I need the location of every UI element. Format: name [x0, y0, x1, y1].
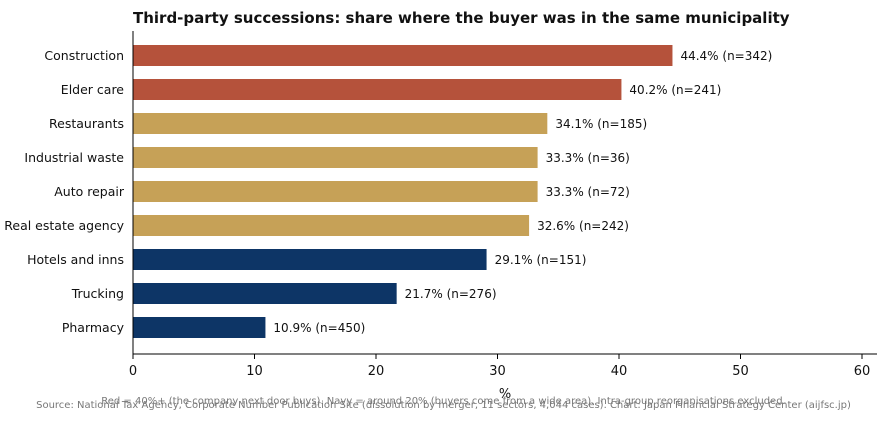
value-label-2: 34.1% (n=185)	[555, 117, 647, 131]
value-labels: 44.4% (n=342) 40.2% (n=241) 34.1% (n=185) 3…	[273, 49, 772, 335]
value-label-4: 33.3% (n=72)	[546, 185, 630, 199]
x-tick-label-3: 30	[489, 364, 506, 379]
x-tick-label-4: 40	[611, 364, 628, 379]
chart-note: Red = 40%+ (the company next door buys).…	[101, 396, 786, 407]
bar-0	[133, 45, 673, 66]
category-label-2: Restaurants	[49, 116, 124, 131]
value-label-7: 21.7% (n=276)	[405, 287, 497, 301]
category-label-5: Real estate agency	[4, 218, 124, 233]
bar-1	[133, 79, 622, 100]
category-label-1: Elder care	[61, 82, 125, 97]
category-labels: Construction Elder care Restaurants Industr…	[4, 48, 125, 335]
bar-6	[133, 249, 487, 270]
bars	[133, 45, 673, 338]
x-axis-label: %	[499, 387, 511, 402]
bar-4	[133, 181, 538, 202]
bar-2	[133, 113, 548, 134]
chart-source: Source: National Tax Agency, Corporate N…	[36, 400, 851, 411]
chart-title: Third-party successions: share where the…	[133, 9, 790, 27]
category-label-6: Hotels and inns	[27, 252, 124, 267]
bar-3	[133, 147, 538, 168]
x-tick-label-0: 0	[129, 364, 137, 379]
bar-8	[133, 317, 266, 338]
x-tick-label-1: 10	[246, 364, 263, 379]
value-label-1: 40.2% (n=241)	[629, 83, 721, 97]
value-label-6: 29.1% (n=151)	[495, 253, 587, 267]
bar-5	[133, 215, 530, 236]
x-tick-label-5: 50	[732, 364, 749, 379]
x-axis-ticks: 0 10 20 30 40 50 60	[129, 354, 870, 379]
category-label-0: Construction	[44, 48, 124, 63]
x-tick-label-6: 60	[854, 364, 871, 379]
value-label-3: 33.3% (n=36)	[546, 151, 630, 165]
category-label-8: Pharmacy	[62, 320, 125, 335]
value-label-5: 32.6% (n=242)	[537, 219, 629, 233]
category-label-4: Auto repair	[54, 184, 125, 199]
value-label-8: 10.9% (n=450)	[273, 321, 365, 335]
value-label-0: 44.4% (n=342)	[680, 49, 772, 63]
x-tick-label-2: 20	[368, 364, 385, 379]
bar-7	[133, 283, 397, 304]
category-label-7: Trucking	[71, 286, 124, 301]
category-label-3: Industrial waste	[24, 150, 124, 165]
